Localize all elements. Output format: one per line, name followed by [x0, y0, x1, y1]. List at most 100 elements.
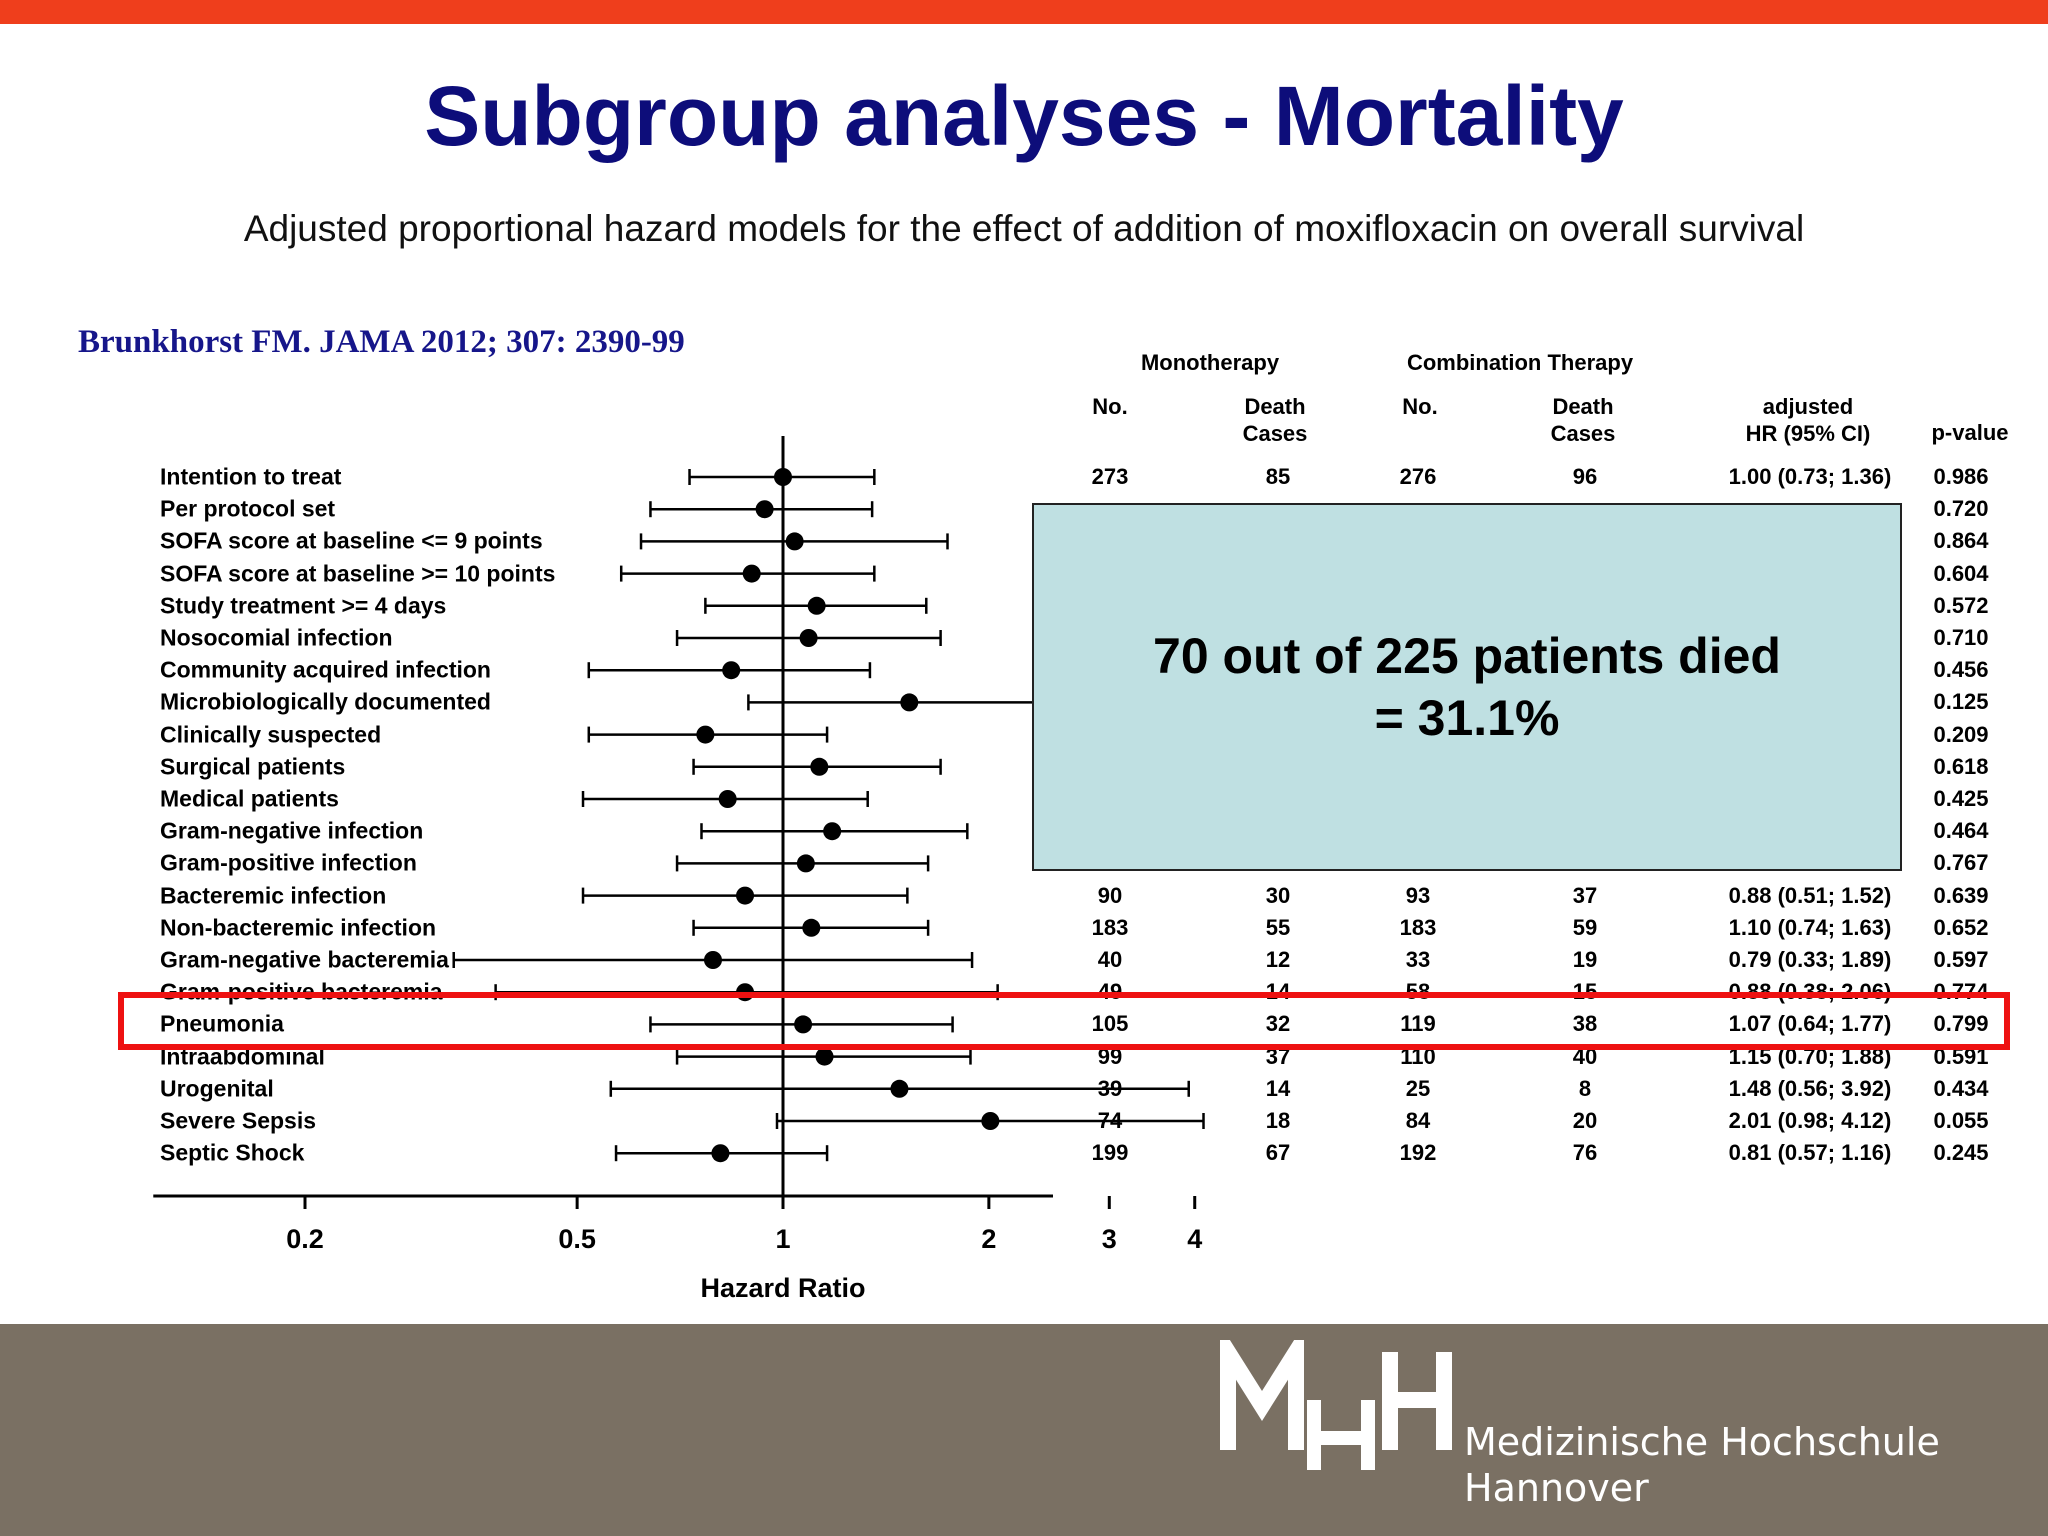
- combo-no-cell: 192: [1399, 1140, 1437, 1166]
- subgroup-label: Septic Shock: [160, 1139, 305, 1166]
- subgroup-label: Gram-positive infection: [160, 849, 417, 876]
- mono-no-cell: 40: [1097, 947, 1123, 972]
- mono-death-cell: 32: [1265, 1011, 1291, 1037]
- x-tick-label: 0.5: [558, 1224, 596, 1254]
- pvalue-cell: 0.604: [1933, 560, 1989, 586]
- mono-no-cell: 49: [1097, 979, 1123, 1005]
- pvalue-cell: 0.245: [1933, 1140, 1989, 1166]
- hr-point: [981, 1112, 1000, 1130]
- hr-point: [802, 918, 821, 937]
- subgroup-label: Surgical patients: [160, 753, 346, 780]
- header-pvalue: p-value: [1931, 420, 2009, 445]
- hr-ci-cell: 0.81 (0.57; 1.16): [1728, 1140, 1892, 1166]
- hr-point: [785, 532, 804, 551]
- combo-death-cell: 37: [1572, 882, 1598, 908]
- subgroup-label: Non-bacteremic infection: [160, 914, 437, 941]
- mono-death-cell: 14: [1265, 979, 1291, 1005]
- mono-death-cell: 55: [1265, 914, 1291, 940]
- pvalue-cell: 0.209: [1933, 721, 1989, 747]
- hr-ci-cell: 0.88 (0.51; 1.52): [1728, 882, 1892, 908]
- hr-point: [815, 1047, 834, 1066]
- subgroup-label: Study treatment >= 4 days: [160, 592, 447, 619]
- subgroup-label: Clinically suspected: [160, 721, 382, 748]
- header-hr-line1: adjusted: [1762, 394, 1854, 419]
- pvalue-cell: 0.710: [1933, 625, 1989, 650]
- hr-point: [810, 757, 829, 776]
- hr-point: [722, 661, 741, 680]
- hr-point: [823, 822, 842, 841]
- hr-point: [796, 854, 815, 873]
- subgroup-label: SOFA score at baseline >= 10 points: [160, 560, 556, 587]
- combo-death-cell: 8: [1578, 1075, 1592, 1101]
- hr-point: [703, 951, 722, 969]
- pvalue-cell: 0.720: [1933, 496, 1989, 522]
- subgroup-label: Community acquired infection: [160, 656, 491, 683]
- mono-no-cell: 39: [1097, 1075, 1123, 1101]
- pvalue-cell: 0.434: [1933, 1075, 1989, 1101]
- hr-point: [890, 1079, 909, 1098]
- pvalue-cell: 0.767: [1933, 850, 1989, 876]
- header-combo-death-line2: Cases: [1550, 421, 1616, 446]
- top-accent-bar: [0, 0, 2048, 24]
- x-tick-label: 1: [775, 1224, 790, 1254]
- header-combo-death: Death Cases: [1523, 393, 1643, 447]
- pvalue-cell: 0.456: [1933, 657, 1989, 683]
- subgroup-label: Nosocomial infection: [160, 624, 393, 651]
- footer-bar: Medizinische Hochschule Hannover: [0, 1324, 2048, 1536]
- hr-point: [774, 468, 792, 486]
- pvalue-cell: 0.425: [1933, 786, 1989, 811]
- subgroup-label: Intention to treat: [160, 463, 342, 490]
- mortality-callout: 70 out of 225 patients died = 31.1%: [1032, 503, 1902, 871]
- hr-point: [742, 564, 761, 583]
- hr-point: [696, 725, 715, 744]
- pvalue-cell: 0.464: [1933, 818, 1989, 844]
- mono-no-cell: 74: [1097, 1108, 1123, 1133]
- hr-point: [736, 886, 755, 905]
- subgroup-label: Gram-positive bacteremia: [160, 978, 443, 1005]
- header-mono-death-line2: Cases: [1242, 421, 1308, 446]
- x-tick-label: 2: [981, 1224, 996, 1254]
- pvalue-cell: 0.597: [1933, 947, 1989, 972]
- header-monotherapy: Monotherapy: [1140, 350, 1280, 375]
- subgroup-label: Bacteremic infection: [160, 882, 387, 909]
- pvalue-cell: 0.799: [1933, 1011, 1989, 1037]
- combo-no-cell: 183: [1399, 914, 1437, 940]
- subgroup-label: Microbiologically documented: [160, 688, 491, 715]
- mono-death-cell: 30: [1265, 882, 1291, 908]
- subgroup-label: Urogenital: [160, 1075, 274, 1102]
- combo-no-cell: 276: [1399, 464, 1437, 489]
- header-combo-death-line1: Death: [1552, 394, 1614, 419]
- hr-ci-cell: 0.88 (0.38; 2.06): [1728, 979, 1892, 1005]
- citation: Brunkhorst FM. JAMA 2012; 307: 2390-99: [78, 324, 685, 360]
- pvalue-cell: 0.639: [1933, 882, 1989, 908]
- pvalue-cell: 0.774: [1933, 979, 1989, 1005]
- hr-ci-cell: 1.07 (0.64; 1.77): [1728, 1011, 1892, 1037]
- hr-ci-cell: 1.48 (0.56; 3.92): [1728, 1075, 1892, 1101]
- hr-point: [799, 629, 818, 647]
- x-tick-label: 0.2: [286, 1224, 324, 1254]
- header-adjusted-hr: adjusted HR (95% CI): [1698, 393, 1918, 447]
- x-tick-label: 3: [1102, 1224, 1117, 1254]
- hr-point: [711, 1144, 730, 1163]
- mono-death-cell: 18: [1265, 1108, 1291, 1133]
- combo-death-cell: 76: [1572, 1140, 1598, 1166]
- hr-point: [755, 500, 774, 519]
- subgroup-label: Gram-negative infection: [160, 817, 424, 844]
- hr-ci-cell: 0.79 (0.33; 1.89): [1728, 947, 1892, 972]
- combo-death-cell: 96: [1572, 464, 1598, 489]
- header-mono-death: Death Cases: [1215, 393, 1335, 447]
- combo-death-cell: 19: [1572, 947, 1598, 972]
- mono-no-cell: 199: [1091, 1140, 1129, 1166]
- pvalue-cell: 0.864: [1933, 528, 1989, 554]
- mono-no-cell: 183: [1091, 914, 1129, 940]
- combo-no-cell: 84: [1405, 1108, 1431, 1133]
- subgroup-label: Pneumonia: [160, 1010, 284, 1037]
- callout-line2: = 31.1%: [1374, 690, 1560, 746]
- logo-text-line2: Hannover: [1464, 1466, 1649, 1510]
- mono-no-cell: 273: [1091, 464, 1129, 489]
- hr-ci-cell: 1.00 (0.73; 1.36): [1728, 464, 1892, 489]
- slide-subtitle: Adjusted proportional hazard models for …: [243, 208, 1805, 249]
- mhh-logo-mark: [1220, 1340, 1452, 1470]
- pvalue-cell: 0.125: [1933, 689, 1989, 715]
- header-hr-line2: HR (95% CI): [1745, 421, 1871, 446]
